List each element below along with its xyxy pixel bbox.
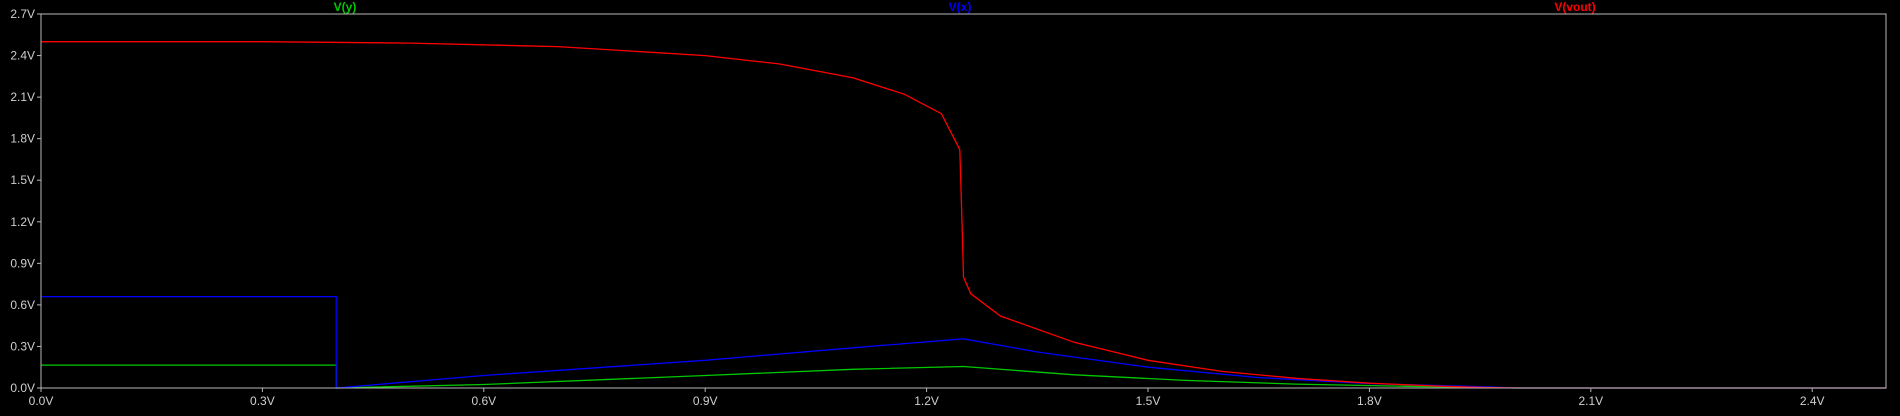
axis-ticks: 0.0V 0.3V 0.6V 0.9V 1.2V 1.5V 1.8V 2.1V 2.4V 0.0V… <box>10 7 1824 408</box>
legend-label-v-y[interactable]: V(y) <box>334 0 357 14</box>
plot-frame <box>40 13 1887 389</box>
y-tick-label: 1.8V <box>10 132 35 146</box>
y-tick-label: 2.1V <box>10 90 35 104</box>
y-tick-label: 0.9V <box>10 256 35 270</box>
x-tick-label: 0.0V <box>29 394 54 408</box>
y-tick-label: 0.6V <box>10 298 35 312</box>
x-tick-label: 2.4V <box>1800 394 1825 408</box>
series-line-v-x[interactable] <box>41 295 1886 389</box>
x-tick-label: 1.8V <box>1357 394 1382 408</box>
legend-label-v-vout[interactable]: V(vout) <box>1554 0 1595 14</box>
y-tick-label: 0.0V <box>10 381 35 395</box>
legend-label-v-x[interactable]: V(x) <box>949 0 972 14</box>
x-tick-label: 0.6V <box>471 394 496 408</box>
legend: V(y) V(x) V(vout) <box>334 0 1596 14</box>
x-tick-label: 1.2V <box>914 394 939 408</box>
y-tick-label: 2.4V <box>10 49 35 63</box>
x-tick-label: 0.3V <box>250 394 275 408</box>
series-line-v-vout[interactable] <box>41 41 1886 389</box>
x-tick-label: 0.9V <box>693 394 718 408</box>
x-tick-label: 2.1V <box>1578 394 1603 408</box>
series-layer <box>41 41 1886 389</box>
y-tick-label: 0.3V <box>10 339 35 353</box>
x-tick-label: 1.5V <box>1136 394 1161 408</box>
y-tick-label: 2.7V <box>10 7 35 21</box>
y-tick-label: 1.5V <box>10 173 35 187</box>
y-tick-label: 1.2V <box>10 215 35 229</box>
